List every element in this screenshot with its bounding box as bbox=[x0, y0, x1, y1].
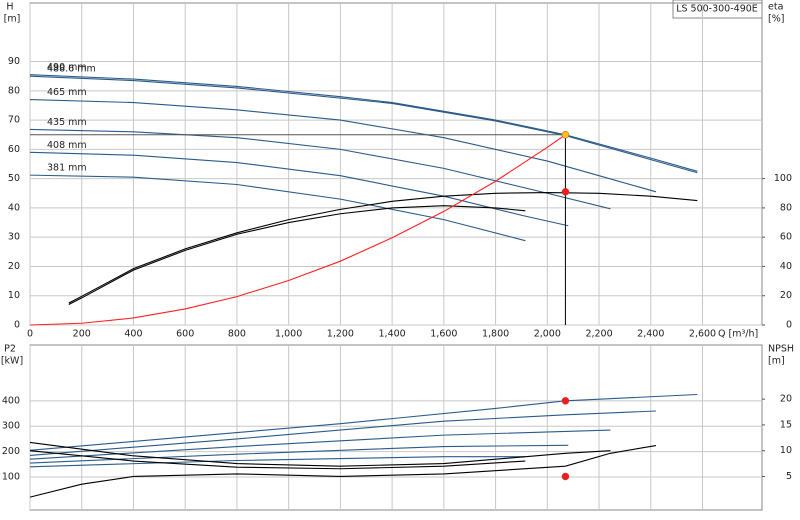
y2-axis-unit: [%] bbox=[768, 14, 784, 25]
y-axis-label: H bbox=[6, 2, 13, 13]
plot-area bbox=[29, 344, 763, 511]
x-tick-label: 1,600 bbox=[430, 329, 457, 340]
curve-label: 408 mm bbox=[47, 140, 87, 151]
y-tick-label: 50 bbox=[8, 173, 20, 184]
y-tick-label: 40 bbox=[8, 202, 20, 213]
y2-tick-label: 40 bbox=[780, 261, 792, 272]
y2-tick-label: 20 bbox=[780, 394, 792, 405]
x-tick-label: 800 bbox=[228, 329, 246, 340]
y-tick-label: 20 bbox=[8, 261, 20, 272]
duty-point bbox=[561, 397, 570, 405]
y-tick-label: 90 bbox=[8, 56, 20, 67]
x-tick-label: 600 bbox=[176, 329, 194, 340]
curve bbox=[29, 74, 698, 172]
y-tick-label: 300 bbox=[2, 421, 20, 432]
y2-tick-label: 10 bbox=[780, 445, 792, 456]
curve bbox=[29, 444, 569, 464]
curve bbox=[29, 134, 566, 326]
curve bbox=[29, 174, 526, 242]
curve-label: 465 mm bbox=[47, 87, 87, 98]
y-axis-label: P2 bbox=[4, 344, 16, 355]
chart-title: LS 500-300-490E bbox=[676, 4, 758, 15]
x-tick-label: 2,600 bbox=[689, 329, 716, 340]
y-tick-label: 70 bbox=[8, 115, 20, 126]
duty-point bbox=[561, 188, 570, 196]
y-axis-unit: [m] bbox=[4, 14, 21, 25]
y2-tick-label: 60 bbox=[780, 232, 792, 243]
curve bbox=[68, 191, 698, 304]
y2-tick-label: 20 bbox=[780, 290, 792, 301]
y2-axis-unit: [m] bbox=[768, 356, 785, 367]
x-tick-label: 200 bbox=[73, 329, 91, 340]
duty-point bbox=[561, 472, 570, 481]
y-tick-label: 400 bbox=[2, 395, 20, 406]
x-tick-label: 400 bbox=[124, 329, 142, 340]
x-tick-label: 2,200 bbox=[585, 329, 612, 340]
y-tick-label: 200 bbox=[2, 446, 20, 457]
curve-label: 490 mm bbox=[47, 62, 87, 73]
curve bbox=[29, 429, 611, 460]
x-tick-label: 0 bbox=[27, 329, 33, 340]
duty-point bbox=[561, 130, 570, 139]
x-tick-label: 1,400 bbox=[379, 329, 406, 340]
curve bbox=[68, 205, 526, 305]
y-tick-label: 80 bbox=[8, 85, 20, 96]
curve bbox=[29, 128, 611, 210]
curve bbox=[29, 99, 657, 193]
y2-tick-label: 0 bbox=[786, 320, 792, 331]
x-tick-label: 2,400 bbox=[637, 329, 664, 340]
y-axis-unit: [kW] bbox=[1, 356, 23, 367]
y2-tick-label: 5 bbox=[786, 471, 792, 482]
y-tick-label: 30 bbox=[8, 232, 20, 243]
curve bbox=[29, 445, 657, 498]
curve-label: 488.6 mm bbox=[47, 64, 96, 75]
curve bbox=[29, 410, 656, 456]
curve bbox=[29, 151, 569, 227]
y2-tick-label: 100 bbox=[774, 173, 792, 184]
curve-label: 381 mm bbox=[47, 163, 87, 174]
x-axis-label: Q [m³/h] bbox=[718, 329, 758, 340]
x-tick-label: 2,000 bbox=[534, 329, 561, 340]
y-tick-label: 10 bbox=[8, 290, 20, 301]
x-tick-label: 1,200 bbox=[327, 329, 354, 340]
y-tick-label: 100 bbox=[2, 472, 20, 483]
curve bbox=[29, 450, 526, 470]
curve-label: 435 mm bbox=[47, 117, 87, 128]
curve bbox=[29, 441, 611, 467]
y-tick-label: 60 bbox=[8, 144, 20, 155]
y2-axis-label: eta bbox=[768, 2, 783, 13]
x-tick-label: 1,000 bbox=[275, 329, 302, 340]
curve bbox=[29, 456, 526, 468]
plot-area bbox=[29, 2, 763, 326]
x-tick-label: 1,800 bbox=[482, 329, 509, 340]
curve bbox=[29, 75, 698, 174]
y2-tick-label: 15 bbox=[780, 419, 792, 430]
y2-tick-label: 80 bbox=[780, 202, 792, 213]
y2-axis-label: NPSH bbox=[768, 344, 794, 355]
y-tick-label: 0 bbox=[14, 320, 20, 331]
curve bbox=[29, 393, 698, 451]
